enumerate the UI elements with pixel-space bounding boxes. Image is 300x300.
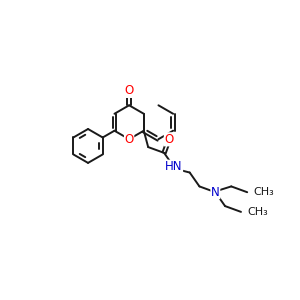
Text: O: O [164, 133, 174, 146]
Text: CH₃: CH₃ [247, 207, 268, 217]
Text: N: N [211, 186, 220, 199]
Text: O: O [124, 133, 134, 146]
Text: CH₃: CH₃ [253, 187, 274, 197]
Text: O: O [124, 84, 134, 98]
Text: HN: HN [165, 160, 182, 173]
